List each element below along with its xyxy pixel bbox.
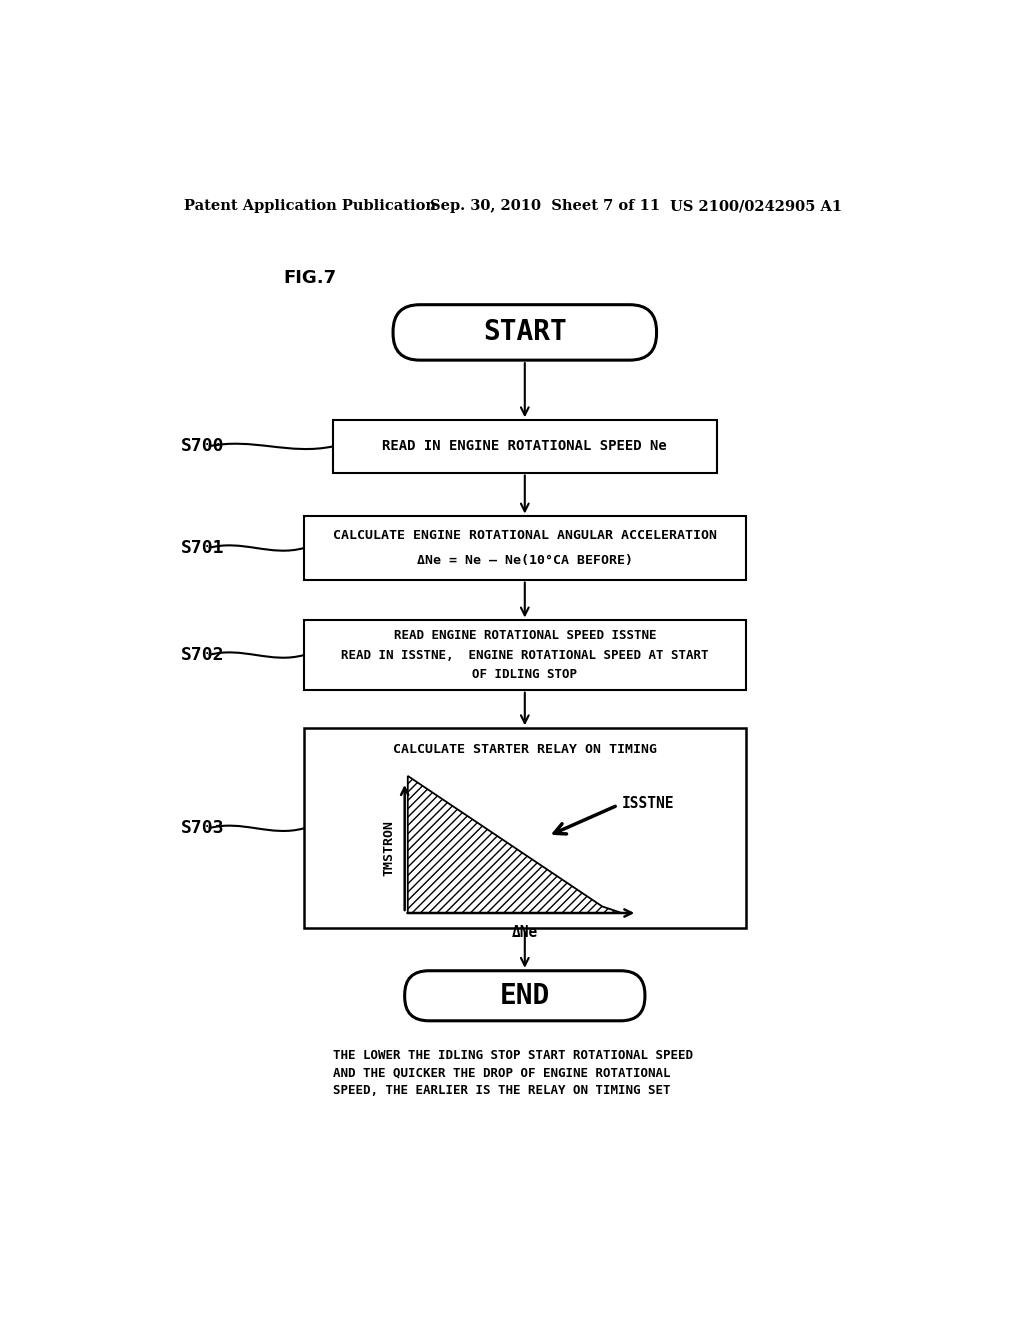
Text: READ ENGINE ROTATIONAL SPEED ISSTNE: READ ENGINE ROTATIONAL SPEED ISSTNE xyxy=(393,628,656,642)
Text: END: END xyxy=(500,982,550,1010)
Text: ΔNe: ΔNe xyxy=(512,925,538,940)
Text: SPEED, THE EARLIER IS THE RELAY ON TIMING SET: SPEED, THE EARLIER IS THE RELAY ON TIMIN… xyxy=(334,1084,671,1097)
Text: S700: S700 xyxy=(180,437,224,455)
FancyBboxPatch shape xyxy=(393,305,656,360)
Text: CALCULATE STARTER RELAY ON TIMING: CALCULATE STARTER RELAY ON TIMING xyxy=(393,743,656,756)
Text: THE LOWER THE IDLING STOP START ROTATIONAL SPEED: THE LOWER THE IDLING STOP START ROTATION… xyxy=(334,1049,693,1063)
Text: CALCULATE ENGINE ROTATIONAL ANGULAR ACCELERATION: CALCULATE ENGINE ROTATIONAL ANGULAR ACCE… xyxy=(333,529,717,543)
Bar xyxy=(304,620,745,689)
FancyBboxPatch shape xyxy=(404,970,645,1020)
Bar xyxy=(304,516,745,579)
Text: S703: S703 xyxy=(180,820,224,837)
Text: ISSTNE: ISSTNE xyxy=(622,796,674,812)
Text: AND THE QUICKER THE DROP OF ENGINE ROTATIONAL: AND THE QUICKER THE DROP OF ENGINE ROTAT… xyxy=(334,1067,671,1080)
Text: S701: S701 xyxy=(180,539,224,557)
Polygon shape xyxy=(408,776,622,913)
Text: Patent Application Publication: Patent Application Publication xyxy=(183,199,436,213)
Text: ΔNe = Ne — Ne(10°CA BEFORE): ΔNe = Ne — Ne(10°CA BEFORE) xyxy=(417,554,633,568)
Text: US 2100/0242905 A1: US 2100/0242905 A1 xyxy=(671,199,843,213)
Text: OF IDLING STOP: OF IDLING STOP xyxy=(472,668,578,681)
Text: FIG.7: FIG.7 xyxy=(283,269,336,286)
Text: READ IN ISSTNE,  ENGINE ROTATIONAL SPEED AT START: READ IN ISSTNE, ENGINE ROTATIONAL SPEED … xyxy=(341,648,709,661)
Bar xyxy=(304,729,745,928)
Bar xyxy=(333,420,717,473)
Text: TMSTRON: TMSTRON xyxy=(383,820,395,875)
Text: READ IN ENGINE ROTATIONAL SPEED Ne: READ IN ENGINE ROTATIONAL SPEED Ne xyxy=(382,440,668,453)
Text: S702: S702 xyxy=(180,645,224,664)
Text: Sep. 30, 2010  Sheet 7 of 11: Sep. 30, 2010 Sheet 7 of 11 xyxy=(430,199,660,213)
Text: START: START xyxy=(483,318,566,346)
